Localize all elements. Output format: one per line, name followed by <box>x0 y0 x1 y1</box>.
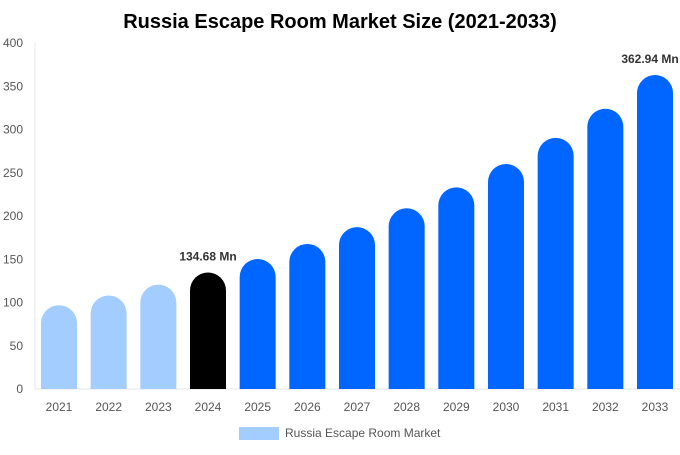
x-tick-label: 2024 <box>195 400 222 414</box>
x-tick-label: 2027 <box>344 400 371 414</box>
y-tick-label: 300 <box>3 123 23 137</box>
y-tick-label: 50 <box>10 339 24 353</box>
bar-2032[interactable] <box>587 108 624 390</box>
x-axis: 2021 2022 2023 2024 2025 2026 2027 2028 2029 2030… <box>46 400 669 414</box>
x-tick-label: 2023 <box>145 400 172 414</box>
x-tick-label: 2025 <box>244 400 271 414</box>
x-tick-label: 2022 <box>95 400 122 414</box>
y-tick-label: 200 <box>3 209 23 223</box>
bars <box>41 75 673 390</box>
bar-2022[interactable] <box>90 295 127 389</box>
annotations: 134.68 Mn 362.94 Mn <box>179 52 678 263</box>
bar-2030[interactable] <box>488 164 524 389</box>
bar-2028[interactable] <box>388 208 425 389</box>
x-tick-label: 2031 <box>542 400 569 414</box>
bar-2021[interactable] <box>41 305 77 389</box>
y-tick-label: 350 <box>3 79 23 93</box>
bar-2024[interactable] <box>190 272 226 389</box>
x-tick-label: 2030 <box>493 400 520 414</box>
y-tick-label: 0 <box>16 382 23 396</box>
x-tick-label: 2033 <box>642 400 669 414</box>
bar-2027[interactable] <box>339 227 375 389</box>
x-tick-label: 2021 <box>46 400 73 414</box>
y-tick-label: 400 <box>3 36 23 50</box>
bar-2023[interactable] <box>140 284 177 389</box>
x-tick-label: 2029 <box>443 400 470 414</box>
bar-2031[interactable] <box>537 137 574 389</box>
legend[interactable]: Russia Escape Room Market <box>239 426 441 440</box>
legend-label: Russia Escape Room Market <box>285 426 441 440</box>
bar-2025[interactable] <box>239 259 276 389</box>
bar-2033[interactable] <box>637 75 673 390</box>
bar-2029[interactable] <box>438 187 475 389</box>
legend-swatch <box>239 427 279 440</box>
y-tick-label: 250 <box>3 166 23 180</box>
x-tick-label: 2032 <box>592 400 619 414</box>
data-label: 134.68 Mn <box>179 250 236 264</box>
chart-title: Russia Escape Room Market Size (2021-203… <box>123 11 557 33</box>
bar-2026[interactable] <box>289 243 326 389</box>
x-tick-label: 2026 <box>294 400 321 414</box>
y-tick-label: 150 <box>3 252 23 266</box>
data-label: 362.94 Mn <box>621 52 678 66</box>
x-tick-label: 2028 <box>393 400 420 414</box>
y-tick-label: 100 <box>3 296 23 310</box>
